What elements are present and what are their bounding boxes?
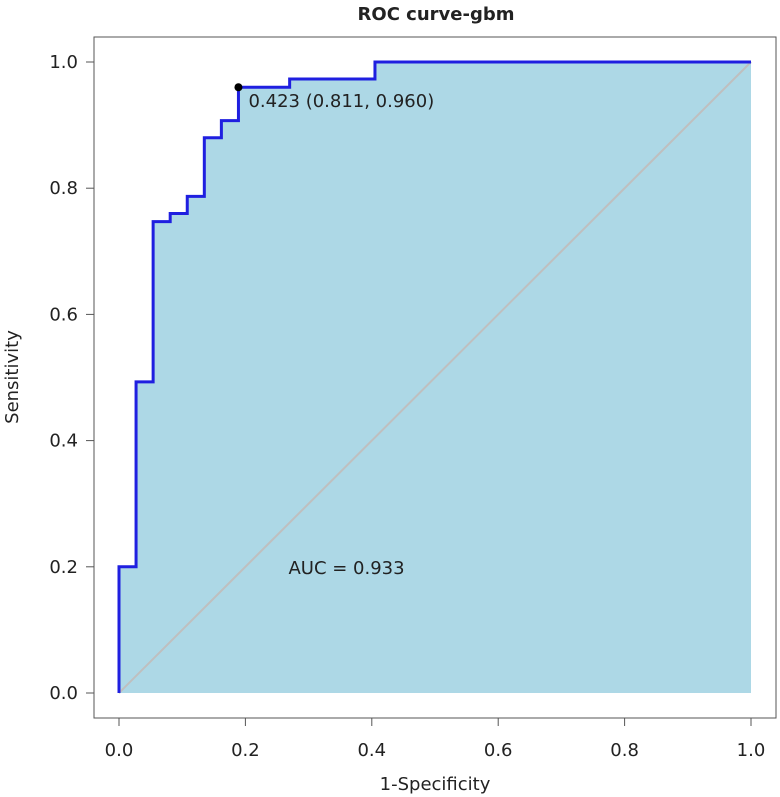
threshold-point (234, 83, 243, 92)
y-tick-label: 0.6 (49, 304, 78, 325)
reference-diagonal-line (118, 61, 752, 694)
x-tick-label: 0.6 (484, 740, 513, 761)
x-tick-label: 0.2 (231, 740, 260, 761)
y-tick-label: 1.0 (49, 52, 78, 73)
y-tick-label: 0.8 (49, 178, 78, 199)
y-tick-label: 0.0 (49, 683, 78, 704)
roc-curve-line (117, 60, 751, 693)
x-tick-label: 1.0 (737, 740, 766, 761)
x-tick-label: 0.4 (357, 740, 386, 761)
auc-label: AUC = 0.933 (288, 558, 404, 579)
x-tick-label: 0.8 (610, 740, 639, 761)
chart-title: ROC curve-gbm (358, 4, 515, 25)
y-tick-label: 0.4 (49, 431, 78, 452)
threshold-label: 0.423 (0.811, 0.960) (248, 91, 434, 112)
y-axis-label: Sensitivity (2, 330, 23, 424)
plot-frame (93, 36, 777, 719)
x-axis-label: 1-Specificity (380, 774, 491, 795)
y-tick-label: 0.2 (49, 557, 78, 578)
x-tick-label: 0.0 (105, 740, 134, 761)
